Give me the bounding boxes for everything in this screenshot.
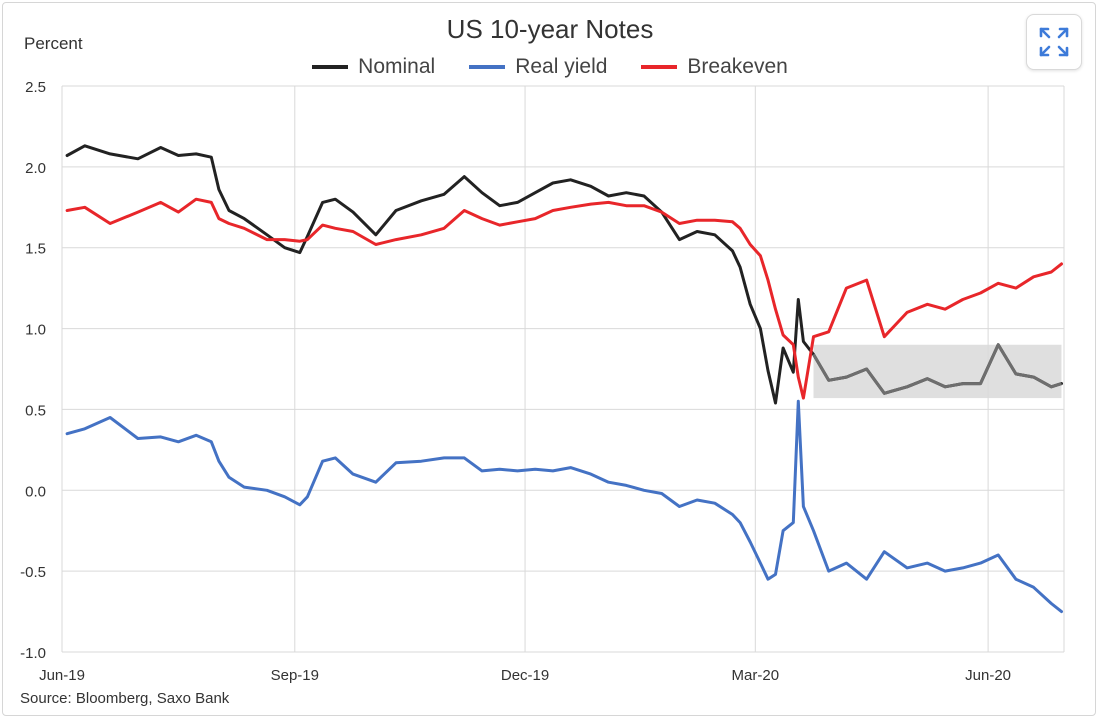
expand-button[interactable] (1026, 14, 1082, 70)
legend-swatch-real-yield (469, 65, 506, 69)
series-line-nominal-highlighted (812, 343, 1062, 395)
legend-label-breakeven: Breakeven (687, 55, 788, 78)
y-tick-label: 2.5 (25, 79, 46, 96)
x-tick-label: Sep-19 (271, 667, 319, 684)
source-note: Source: Bloomberg, Saxo Bank (20, 690, 230, 707)
legend-swatch-breakeven (641, 65, 678, 69)
x-tick-label: Jun-20 (965, 667, 1011, 684)
legend-swatch-nominal (312, 65, 349, 69)
x-tick-label: Jun-19 (39, 667, 85, 684)
y-tick-label: 2.0 (25, 160, 46, 177)
y-tick-label: -0.5 (20, 564, 46, 581)
y-tick-label: -1.0 (20, 645, 46, 662)
legend-label-real-yield: Real yield (515, 55, 608, 78)
y-tick-label: 0.0 (25, 483, 46, 500)
chart-legend: Nominal Real yield Breakeven (0, 55, 1100, 79)
y-axis-label: Percent (24, 34, 83, 53)
x-tick-label: Mar-20 (732, 667, 780, 684)
series-line-breakeven (65, 197, 1063, 400)
legend-item-breakeven: Breakeven (641, 55, 788, 79)
legend-item-real-yield: Real yield (469, 55, 607, 79)
y-tick-label: 1.0 (25, 322, 46, 339)
highlight-band (813, 344, 1062, 399)
legend-item-nominal: Nominal (312, 55, 435, 79)
x-tick-label: Dec-19 (501, 667, 549, 684)
expand-icon (1039, 27, 1069, 57)
chart-title: US 10-year Notes (446, 14, 654, 44)
y-tick-label: 1.5 (25, 241, 46, 258)
series-line-real-yield (65, 399, 1063, 614)
y-tick-label: 0.5 (25, 402, 46, 419)
legend-label-nominal: Nominal (358, 55, 436, 78)
